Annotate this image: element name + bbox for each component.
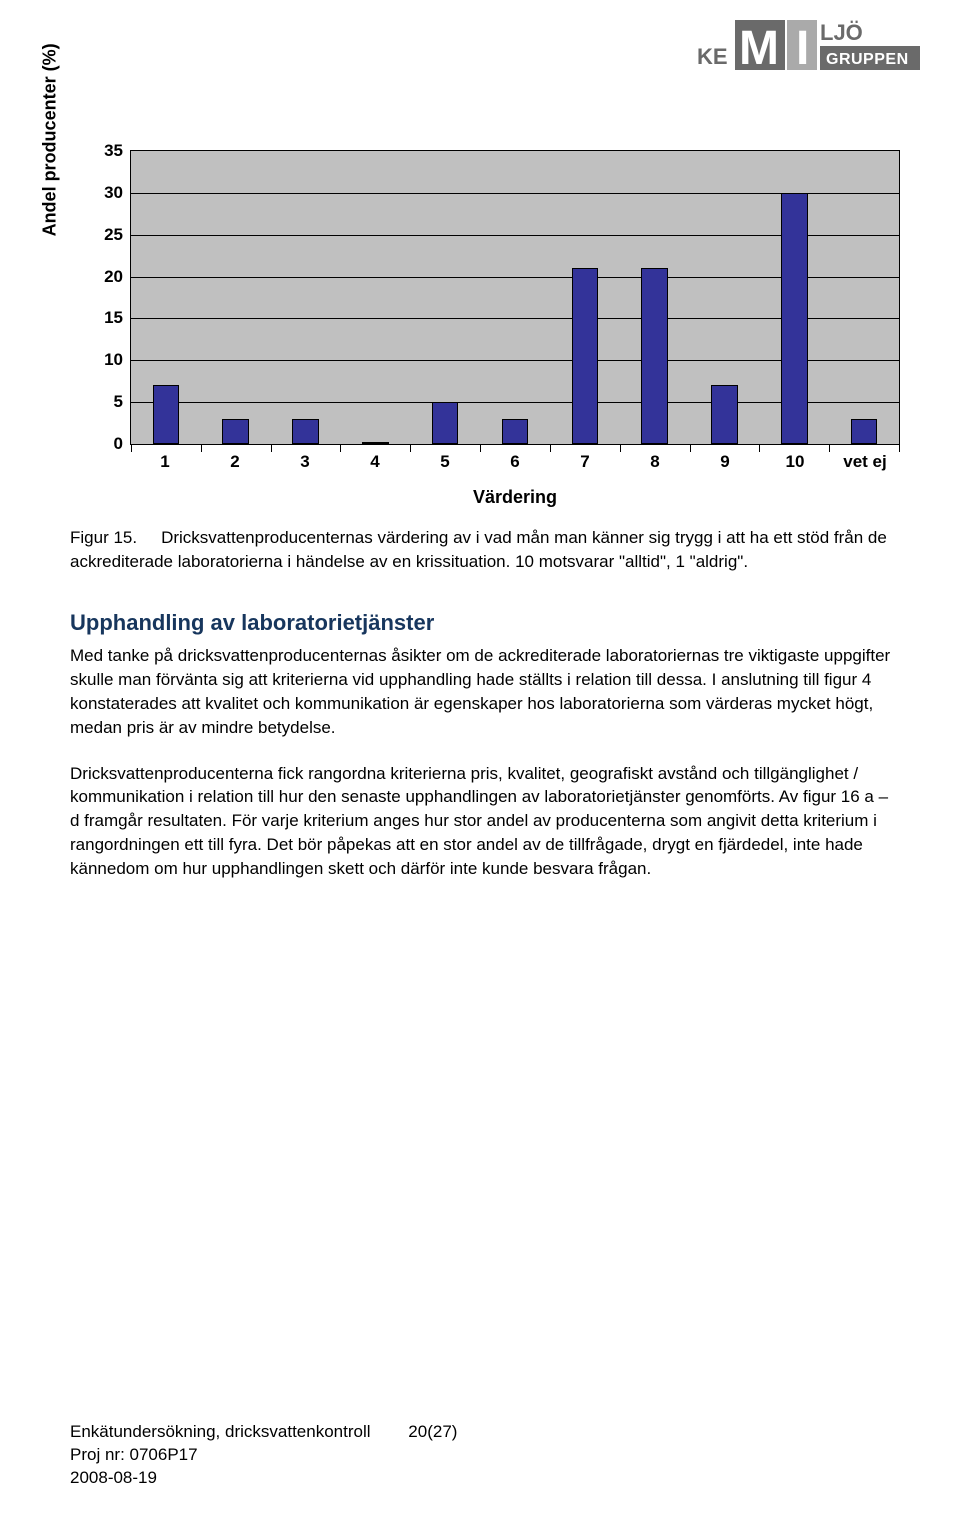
chart-x-ticks: 1 2 3 4 5 6 7 8 9 10 vet ej <box>130 450 900 480</box>
logo-ljo-text: LJÖ <box>820 20 863 45</box>
chart-x-axis-label: Värdering <box>130 485 900 510</box>
logo-ke-text: KE <box>697 44 728 69</box>
figure-label: Figur 15. <box>70 528 137 547</box>
chart-ytick: 35 <box>104 139 123 163</box>
chart-ytick: 20 <box>104 265 123 289</box>
chart-bar <box>292 419 319 444</box>
chart-xtick: 6 <box>510 450 519 474</box>
chart-bar <box>781 193 808 444</box>
logo-gruppen-text: GRUPPEN <box>826 51 909 68</box>
chart-bar <box>851 419 878 444</box>
chart-ytick: 25 <box>104 223 123 247</box>
chart-bar <box>502 419 529 444</box>
chart-xtick: 10 <box>786 450 805 474</box>
chart-bar <box>641 268 668 444</box>
logo-i-letter: I <box>796 22 809 75</box>
footer-proj-nr: Proj nr: 0706P17 <box>70 1444 457 1467</box>
chart-bar <box>572 268 599 444</box>
chart-xtick: 7 <box>580 450 589 474</box>
figure-caption: Figur 15.Dricksvattenproducenternas värd… <box>70 526 900 574</box>
chart-bar <box>153 385 180 444</box>
chart-figure-15: Andel producenter (%) 05101520253035 123… <box>80 150 900 510</box>
figure-caption-text: Dricksvattenproducenternas värdering av … <box>70 528 887 571</box>
chart-xtick: 1 <box>160 450 169 474</box>
chart-ytick: 15 <box>104 307 123 331</box>
chart-xtick: 5 <box>440 450 449 474</box>
logo-m-letter: M <box>739 22 779 75</box>
chart-xtick: vet ej <box>843 450 886 474</box>
footer-date: 2008-08-19 <box>70 1467 457 1490</box>
chart-bar <box>362 442 389 444</box>
chart-xtick: 2 <box>230 450 239 474</box>
chart-ytick: 5 <box>114 390 123 414</box>
footer-page-number: 20(27) <box>408 1422 457 1441</box>
footer-line-1: Enkätundersökning, dricksvattenkontroll … <box>70 1421 457 1444</box>
chart-xtick: 3 <box>300 450 309 474</box>
chart-xtick: 4 <box>370 450 379 474</box>
chart-bar <box>222 419 249 444</box>
chart-ytick: 10 <box>104 348 123 372</box>
chart-plot-area: 05101520253035 <box>130 150 900 445</box>
chart-xtick: 8 <box>650 450 659 474</box>
paragraph-1: Med tanke på dricksvattenproducenternas … <box>70 644 900 739</box>
page-footer: Enkätundersökning, dricksvattenkontroll … <box>70 1421 457 1490</box>
footer-doc-title: Enkätundersökning, dricksvattenkontroll <box>70 1422 371 1441</box>
kemiljo-gruppen-logo: LJÖ KE M I GRUPPEN <box>690 20 920 80</box>
chart-xtick: 9 <box>720 450 729 474</box>
paragraph-2: Dricksvattenproducenterna fick rangordna… <box>70 762 900 881</box>
chart-y-axis-label: Andel producenter (%) <box>37 43 62 236</box>
chart-ytick: 0 <box>114 432 123 456</box>
chart-bar <box>711 385 738 444</box>
section-heading: Upphandling av laboratorietjänster <box>70 608 900 639</box>
chart-ytick: 30 <box>104 181 123 205</box>
chart-bar <box>432 402 459 444</box>
